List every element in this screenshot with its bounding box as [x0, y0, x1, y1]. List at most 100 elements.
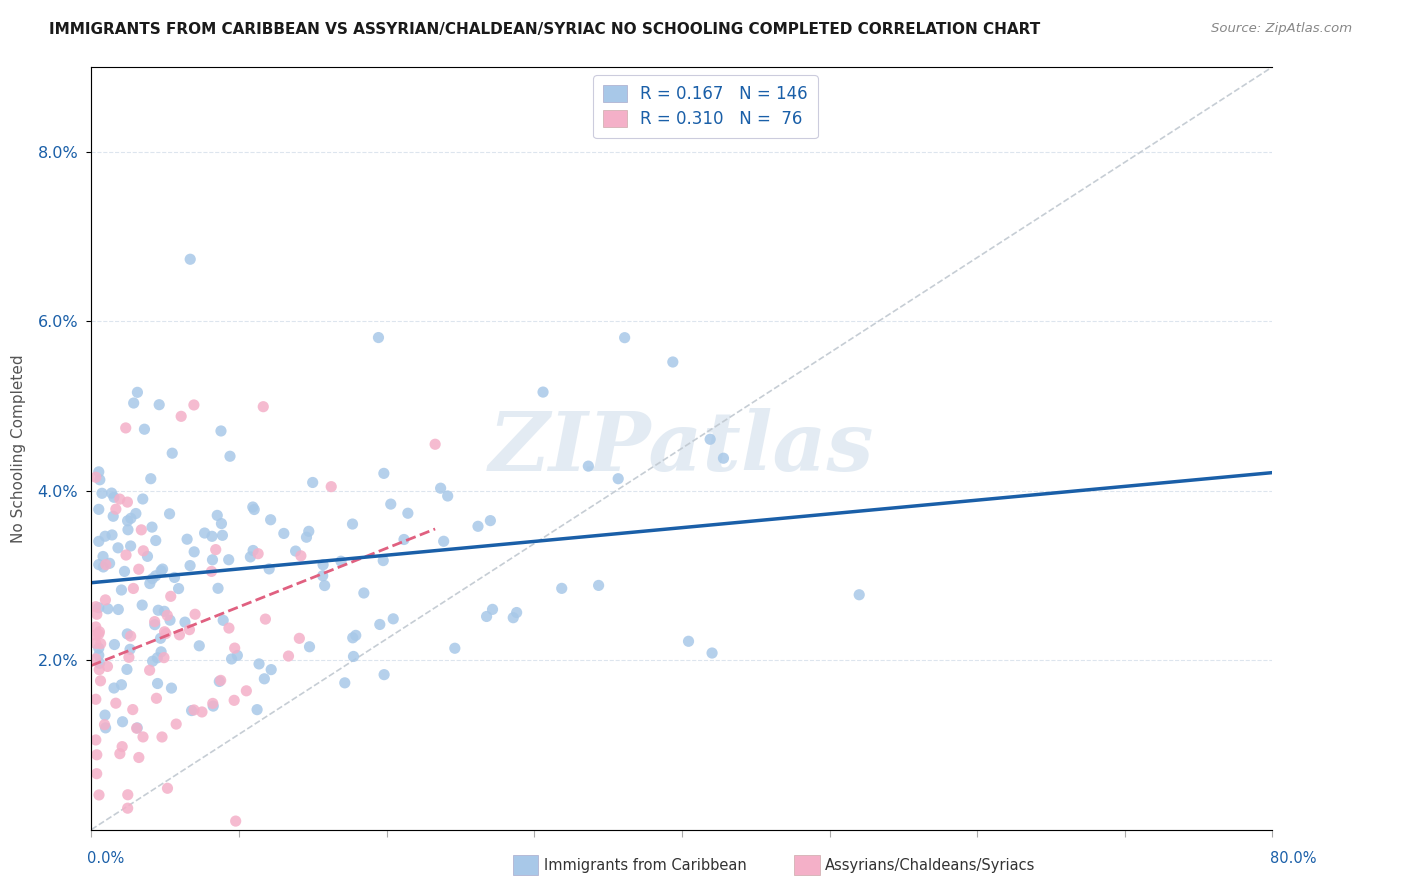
Point [89, 473, 111, 487]
Point [117, 788, 139, 802]
Point [110, 582, 132, 597]
Point [134, 422, 156, 436]
Point [201, 697, 224, 711]
Point [380, 497, 402, 511]
Point [373, 667, 395, 681]
Point [139, 576, 162, 591]
Point [373, 467, 395, 481]
Point [84, 636, 107, 650]
Point [108, 747, 131, 761]
Point [247, 657, 270, 671]
Point [145, 569, 167, 583]
Point [104, 502, 127, 516]
Point [219, 449, 242, 463]
Point [138, 663, 160, 677]
Point [353, 586, 375, 600]
Point [111, 714, 134, 729]
Point [179, 252, 201, 267]
Point [288, 632, 311, 646]
Point [330, 554, 353, 568]
Point [467, 519, 489, 533]
Point [183, 703, 205, 717]
Point [212, 613, 235, 627]
Point [139, 472, 162, 486]
Point [117, 801, 139, 815]
Point [218, 621, 240, 635]
Point [97, 601, 120, 615]
Point [107, 541, 129, 555]
Point [128, 750, 150, 764]
Point [314, 578, 336, 592]
Point [531, 385, 554, 400]
Point [145, 691, 167, 706]
Point [312, 558, 335, 572]
Point [188, 639, 211, 653]
Point [290, 549, 312, 563]
Point [273, 526, 295, 541]
Point [86, 747, 108, 762]
Point [207, 582, 229, 596]
Point [114, 421, 136, 435]
Point [184, 607, 207, 622]
Point [551, 582, 574, 596]
Point [576, 459, 599, 474]
Point [91, 549, 114, 564]
Point [149, 632, 172, 646]
Point [132, 544, 155, 558]
Point [87, 534, 110, 549]
Point [713, 451, 735, 466]
Point [191, 705, 214, 719]
Point [201, 529, 224, 543]
Point [94, 558, 117, 572]
Point [94, 708, 117, 723]
Point [239, 549, 262, 564]
Point [159, 590, 181, 604]
Point [146, 676, 169, 690]
Point [209, 673, 232, 688]
Point [91, 560, 114, 574]
Point [141, 520, 163, 534]
Point [98, 557, 121, 571]
Point [429, 481, 451, 495]
Point [246, 703, 269, 717]
Point [848, 588, 870, 602]
Point [242, 543, 264, 558]
Text: 0.0%: 0.0% [87, 851, 124, 865]
Point [159, 507, 181, 521]
Point [141, 572, 163, 586]
Point [225, 814, 247, 828]
Point [84, 652, 107, 666]
Point [153, 650, 176, 665]
Point [122, 396, 145, 410]
Text: Assyrians/Chaldeans/Syriacs: Assyrians/Chaldeans/Syriacs [825, 858, 1036, 872]
Point [120, 629, 142, 643]
Point [367, 330, 389, 344]
Point [342, 516, 364, 531]
Point [131, 598, 153, 612]
Y-axis label: No Schooling Completed: No Schooling Completed [11, 354, 27, 542]
Point [174, 615, 197, 629]
Point [344, 628, 367, 642]
Point [699, 432, 721, 446]
Point [110, 678, 132, 692]
Point [247, 547, 270, 561]
Point [277, 648, 299, 663]
Point [114, 565, 136, 579]
Point [160, 681, 183, 695]
Point [392, 533, 415, 547]
Point [252, 400, 274, 414]
Point [155, 626, 177, 640]
Point [131, 523, 153, 537]
Point [208, 674, 231, 689]
Point [84, 470, 107, 484]
Point [169, 628, 191, 642]
Point [179, 558, 201, 573]
Point [368, 617, 391, 632]
Point [433, 534, 456, 549]
Point [194, 526, 217, 541]
Point [342, 649, 364, 664]
Point [89, 673, 111, 688]
Point [101, 528, 124, 542]
Point [382, 612, 405, 626]
Point [103, 490, 125, 504]
